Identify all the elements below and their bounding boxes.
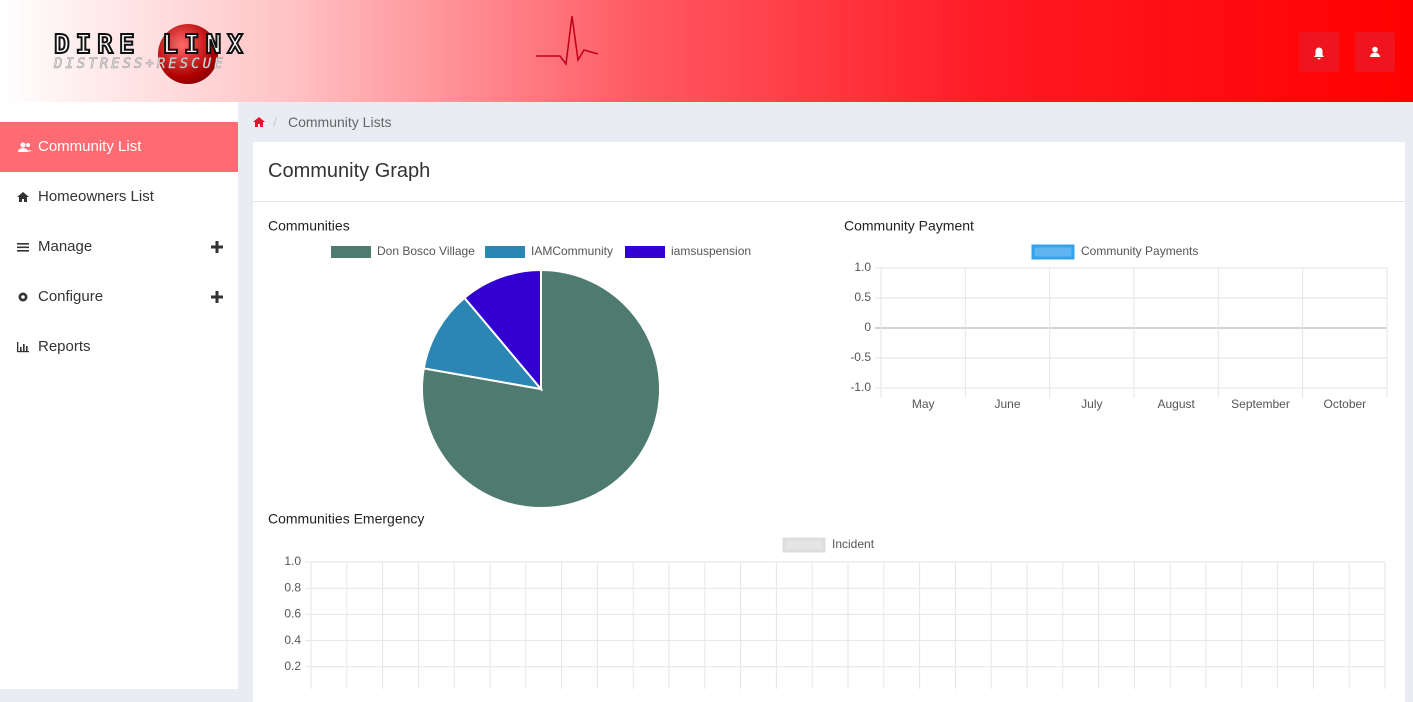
- logo-orb: [158, 24, 218, 84]
- card-divider: [253, 201, 1405, 202]
- user-button[interactable]: [1355, 32, 1395, 72]
- header: DIRE LINX DISTRESS+RESCUE: [0, 0, 1413, 102]
- y-tick-label: 0.5: [854, 290, 871, 304]
- y-tick-label: 0.2: [284, 659, 301, 673]
- card-title: Community Graph: [268, 160, 431, 182]
- sidebar-item[interactable]: Homeowners List: [0, 172, 238, 222]
- y-tick-label: 0.8: [284, 580, 301, 594]
- legend-label: Incident: [832, 537, 875, 551]
- chart-title: Community Payment: [844, 218, 974, 234]
- y-tick-label: 1.0: [854, 260, 871, 274]
- sidebar-item[interactable]: Configure: [0, 272, 238, 322]
- legend-swatch: [485, 246, 525, 258]
- sidebar-icon: [17, 243, 29, 252]
- logo-subtitle: DISTRESS+RESCUE: [54, 56, 226, 73]
- sidebar-label: Homeowners List: [38, 188, 154, 205]
- breadcrumb-separator: /: [273, 114, 277, 130]
- legend-swatch: [1031, 244, 1075, 260]
- legend-swatch: [782, 537, 826, 553]
- sidebar-icon: [18, 142, 32, 152]
- expand-icon: [211, 241, 223, 253]
- y-tick-label: -1.0: [850, 380, 871, 394]
- sidebar-label: Manage: [38, 238, 93, 255]
- legend-swatch: [625, 246, 665, 258]
- sidebar: Community List Homeowners List Manage Confi…: [0, 102, 238, 689]
- breadcrumb-current: Community Lists: [288, 114, 392, 130]
- x-tick-label: October: [1323, 397, 1366, 411]
- y-tick-label: 0.6: [284, 607, 301, 621]
- logo-title: DIRE LINX: [53, 29, 249, 61]
- x-tick-label: July: [1081, 397, 1102, 411]
- sidebar-label: Reports: [38, 338, 91, 355]
- sidebar-icon: [18, 292, 28, 302]
- sidebar-item[interactable]: Reports: [0, 322, 238, 372]
- x-tick-label: September: [1231, 397, 1290, 411]
- sidebar-icon: [17, 342, 29, 353]
- sidebar-label: Community List: [38, 138, 142, 155]
- sidebar-label: Configure: [38, 288, 104, 305]
- legend-swatch: [331, 246, 371, 258]
- heartbeat-icon: [536, 15, 599, 66]
- home-icon[interactable]: [252, 116, 266, 128]
- sidebar-item[interactable]: Manage: [0, 222, 238, 272]
- chart-title: Communities: [268, 218, 350, 234]
- y-tick-label: 1.0: [284, 554, 301, 568]
- pie-slice: [421, 268, 661, 509]
- pie-slice: [422, 296, 544, 391]
- legend-label: Don Bosco Village: [377, 244, 475, 258]
- pie-slice: [463, 268, 542, 392]
- expand-icon: [211, 291, 223, 303]
- y-tick-label: 0: [864, 320, 871, 334]
- y-tick-label: -0.5: [850, 350, 871, 364]
- x-tick-label: June: [994, 397, 1020, 411]
- x-tick-label: August: [1157, 397, 1195, 411]
- x-tick-label: May: [912, 397, 935, 411]
- sidebar-item[interactable]: Community List: [0, 122, 238, 172]
- legend-label: Community Payments: [1081, 244, 1198, 258]
- legend-label: iamsuspension: [671, 244, 751, 258]
- notifications-button[interactable]: [1299, 32, 1339, 72]
- sidebar-icon: [17, 192, 29, 202]
- legend-label: IAMCommunity: [531, 244, 613, 258]
- y-tick-label: 0.4: [284, 633, 301, 647]
- chart-title: Communities Emergency: [268, 511, 424, 527]
